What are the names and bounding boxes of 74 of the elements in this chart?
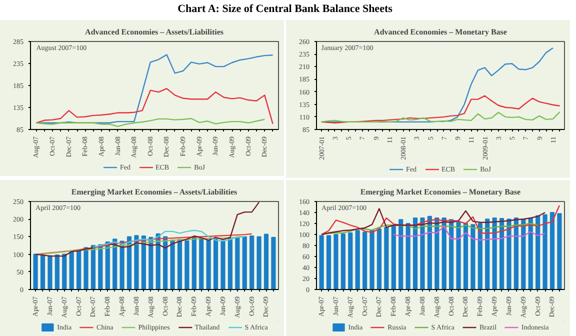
- bar: [334, 234, 338, 290]
- bar: [184, 240, 190, 290]
- bar: [220, 240, 226, 290]
- text: Chart A: Size of Central Bank Balance Sheets: [176, 2, 394, 17]
- line-series: [320, 222, 538, 236]
- bar: [348, 232, 353, 290]
- bar: [542, 214, 548, 290]
- bar: [406, 223, 410, 290]
- bar: [235, 237, 240, 290]
- bar: [206, 240, 211, 290]
- bar: [340, 233, 346, 290]
- bar: [177, 239, 182, 290]
- bar: [148, 236, 154, 290]
- bar: [463, 223, 468, 290]
- bar: [76, 250, 82, 290]
- bar: [163, 236, 168, 290]
- bar: [521, 218, 526, 290]
- bar: [242, 236, 247, 290]
- bar: [126, 236, 132, 290]
- bar: [362, 232, 368, 290]
- chart-title: Emerging Market Economies – Assets/Liabilities: [71, 188, 238, 196]
- bar: [470, 224, 476, 290]
- bar: [256, 236, 262, 290]
- bar: [326, 235, 332, 290]
- bar: [398, 219, 404, 290]
- line-series: [92, 230, 246, 248]
- bar: [499, 218, 504, 290]
- bar: [90, 245, 96, 290]
- bar: [192, 236, 196, 290]
- bar: [84, 247, 88, 290]
- bar: [264, 234, 269, 290]
- line-series: [34, 202, 260, 257]
- bar: [33, 254, 38, 290]
- bar: [170, 240, 175, 290]
- bar: [485, 218, 490, 290]
- bar: [456, 222, 461, 290]
- bar: [514, 218, 518, 290]
- bar: [213, 238, 218, 290]
- chart-title: Advanced Economies – Monetary Base: [374, 28, 508, 36]
- bar: [550, 212, 555, 290]
- bar: [427, 216, 432, 290]
- line-series: [320, 95, 560, 124]
- chart-title: Emerging Market Economies – Monetary Base: [360, 188, 522, 196]
- line-series: [36, 88, 274, 124]
- bar: [420, 218, 425, 290]
- line-series: [36, 118, 266, 128]
- bar: [62, 254, 67, 290]
- bar: [442, 218, 446, 290]
- bar: [319, 235, 324, 290]
- bar: [134, 235, 139, 290]
- bar: [250, 235, 254, 290]
- bar: [355, 230, 360, 290]
- bar: [506, 218, 512, 290]
- bar: [40, 254, 46, 290]
- bar: [376, 228, 382, 290]
- bar: [54, 254, 60, 290]
- bar: [557, 213, 562, 290]
- bar: [391, 224, 396, 290]
- bar: [412, 218, 418, 290]
- line-series: [320, 111, 560, 123]
- bar: [69, 251, 74, 290]
- bar: [536, 215, 540, 290]
- bar: [478, 223, 482, 290]
- bar: [528, 218, 533, 290]
- line-series: [393, 226, 546, 241]
- chart-title: Advanced Economies – Assets/Liabilities: [85, 28, 224, 36]
- bar: [271, 236, 276, 290]
- bar: [492, 218, 497, 290]
- bar: [199, 238, 204, 290]
- bar: [228, 238, 232, 290]
- bar: [48, 255, 52, 290]
- bar: [384, 226, 389, 290]
- bar: [370, 230, 374, 290]
- line-series: [320, 204, 560, 236]
